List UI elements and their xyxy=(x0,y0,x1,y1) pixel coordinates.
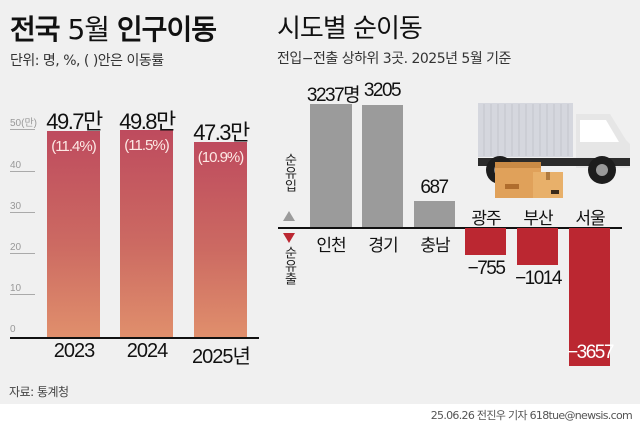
value-gyeonggi: 3205 xyxy=(363,80,402,101)
y-tick-30: 30 xyxy=(10,201,35,213)
left-x-axis xyxy=(10,337,259,339)
x-label-2023: 2023 xyxy=(53,340,96,362)
label-gwangju: 광주 xyxy=(471,209,501,229)
bar-value-2024: 49.8만 xyxy=(119,109,176,134)
value-busan: −1014 xyxy=(515,268,562,289)
bar-2023 xyxy=(47,131,100,337)
bar-gwangju xyxy=(465,228,506,255)
y-tick-10: 10 xyxy=(10,283,35,295)
bar-seoul xyxy=(569,228,610,366)
inflow-label: 순유입 xyxy=(281,153,297,192)
label-seoul: 서울 xyxy=(575,209,605,229)
y-tick-40: 40 xyxy=(10,160,35,172)
bar-value-2025: 47.3만 xyxy=(193,120,250,145)
bar-gyeonggi xyxy=(362,105,403,227)
label-incheon: 인천 xyxy=(316,236,346,256)
y-tick-50: 50(만) xyxy=(10,118,37,130)
value-seoul: −3657 xyxy=(567,342,614,363)
bar-busan xyxy=(517,228,558,265)
credit-line: 25.06.26 전진우 기자 618tue@newsis.com xyxy=(430,409,633,422)
source-note: 자료: 통계청 xyxy=(9,385,69,399)
title-part-migration: 인구이동 xyxy=(116,13,217,46)
label-chungnam: 충남 xyxy=(420,236,450,256)
y-tick-20: 20 xyxy=(10,242,35,254)
outflow-label: 순유출 xyxy=(281,246,297,285)
inflow-triangle-icon xyxy=(283,211,295,221)
bar-2025 xyxy=(194,142,247,337)
right-chart-title: 시도별 순이동 xyxy=(277,14,423,44)
value-chungnam: 687 xyxy=(420,177,449,198)
value-gwangju: −755 xyxy=(467,258,506,279)
infographic-panel: 전국 5월 인구이동 단위: 명, %, ( )안은 이동률 50(만) 40 … xyxy=(0,0,640,404)
title-part-month: 5월 xyxy=(67,13,110,46)
x-label-2024: 2024 xyxy=(126,340,169,362)
outflow-triangle-icon xyxy=(283,233,295,243)
left-chart-title: 전국 5월 인구이동 xyxy=(10,8,217,48)
bar-rate-2023: (11.4%) xyxy=(51,138,96,155)
label-busan: 부산 xyxy=(523,209,553,229)
bar-2024 xyxy=(120,130,173,337)
bar-chungnam xyxy=(414,201,455,227)
title-part-national: 전국 xyxy=(10,13,61,46)
y-tick-0: 0 xyxy=(10,324,16,335)
bar-value-2023: 49.7만 xyxy=(46,109,103,134)
boxes-icon xyxy=(495,162,563,198)
bar-incheon xyxy=(310,104,352,227)
label-gyeonggi: 경기 xyxy=(368,236,398,256)
right-zero-axis xyxy=(278,227,622,229)
bar-rate-2025: (10.9%) xyxy=(197,149,245,166)
x-label-2025: 2025년 xyxy=(192,346,251,368)
bar-rate-2024: (11.5%) xyxy=(124,137,169,154)
value-incheon: 3237명 xyxy=(306,85,361,106)
left-chart-subtitle: 단위: 명, %, ( )안은 이동률 xyxy=(10,53,164,69)
right-chart-subtitle: 전입−전출 상하위 3곳. 2025년 5월 기준 xyxy=(277,51,511,67)
